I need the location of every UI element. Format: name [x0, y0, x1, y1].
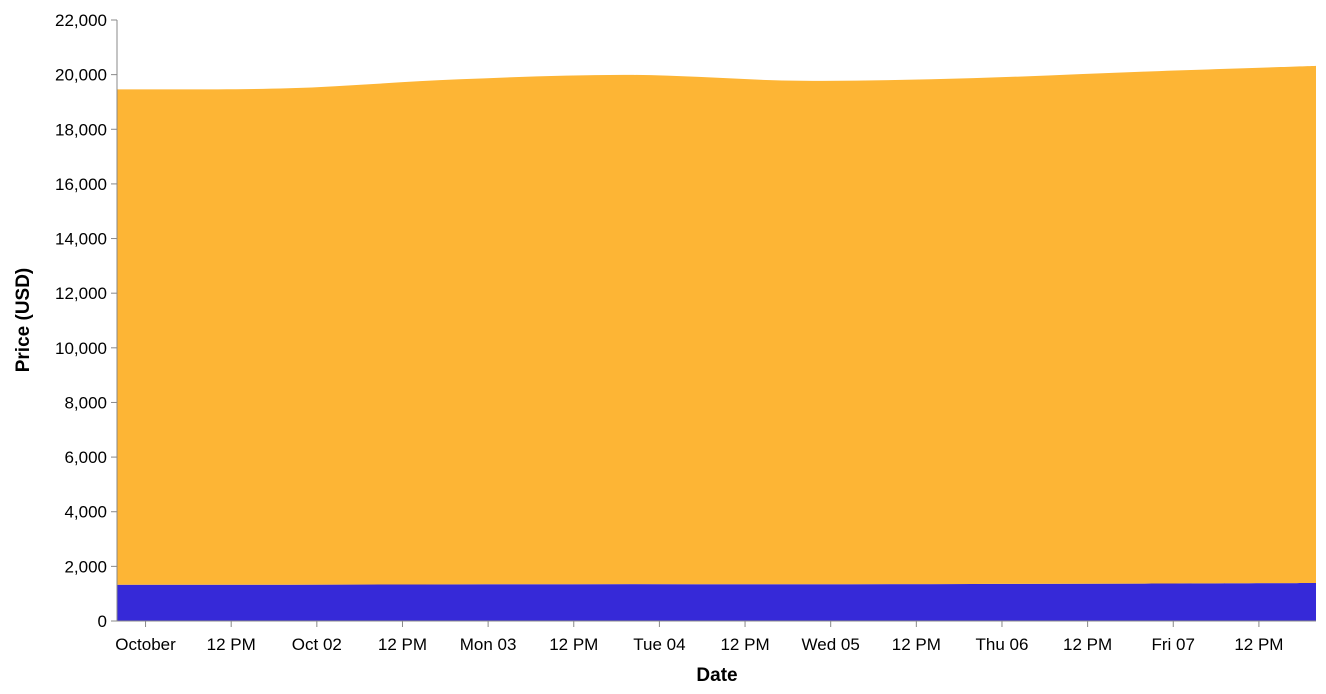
y-tick-label: 16,000 — [55, 175, 107, 194]
y-tick-label: 12,000 — [55, 284, 107, 303]
y-tick-label: 10,000 — [55, 339, 107, 358]
y-tick-label: 8,000 — [64, 393, 107, 412]
y-tick-label: 4,000 — [64, 503, 107, 522]
x-tick-label: Wed 05 — [802, 635, 860, 654]
x-tick-label: 12 PM — [378, 635, 427, 654]
y-tick-label: 18,000 — [55, 120, 107, 139]
series-area-2 — [117, 65, 1316, 585]
x-axis-ticks: October 12 PM Oct 02 12 PM Mon 03 12 PM Tue 04… — [115, 621, 1283, 654]
series-area-1 — [117, 583, 1316, 621]
x-axis-title: Date — [696, 665, 737, 686]
y-tick-label: 6,000 — [64, 448, 107, 467]
x-tick-label: Oct 02 — [292, 635, 342, 654]
y-tick-label: 20,000 — [55, 66, 107, 85]
x-tick-label: Tue 04 — [633, 635, 685, 654]
x-tick-label: 12 PM — [892, 635, 941, 654]
x-tick-label: 12 PM — [207, 635, 256, 654]
y-tick-label: 2,000 — [64, 557, 107, 576]
x-tick-label: Fri 07 — [1152, 635, 1195, 654]
x-tick-label: October — [115, 635, 176, 654]
x-tick-label: 12 PM — [1063, 635, 1112, 654]
y-tick-label: 0 — [98, 612, 107, 631]
x-tick-label: Thu 06 — [976, 635, 1029, 654]
series-areas — [117, 65, 1316, 621]
x-tick-label: 12 PM — [549, 635, 598, 654]
y-axis-ticks: 0 2,000 4,000 6,000 8,000 10,000 12,000 14,000 1… — [55, 11, 117, 631]
y-axis-title: Price (USD) — [13, 268, 34, 373]
y-tick-label: 22,000 — [55, 11, 107, 30]
y-tick-label: 14,000 — [55, 230, 107, 249]
x-tick-label: 12 PM — [1234, 635, 1283, 654]
x-tick-label: Mon 03 — [460, 635, 517, 654]
x-tick-label: 12 PM — [720, 635, 769, 654]
